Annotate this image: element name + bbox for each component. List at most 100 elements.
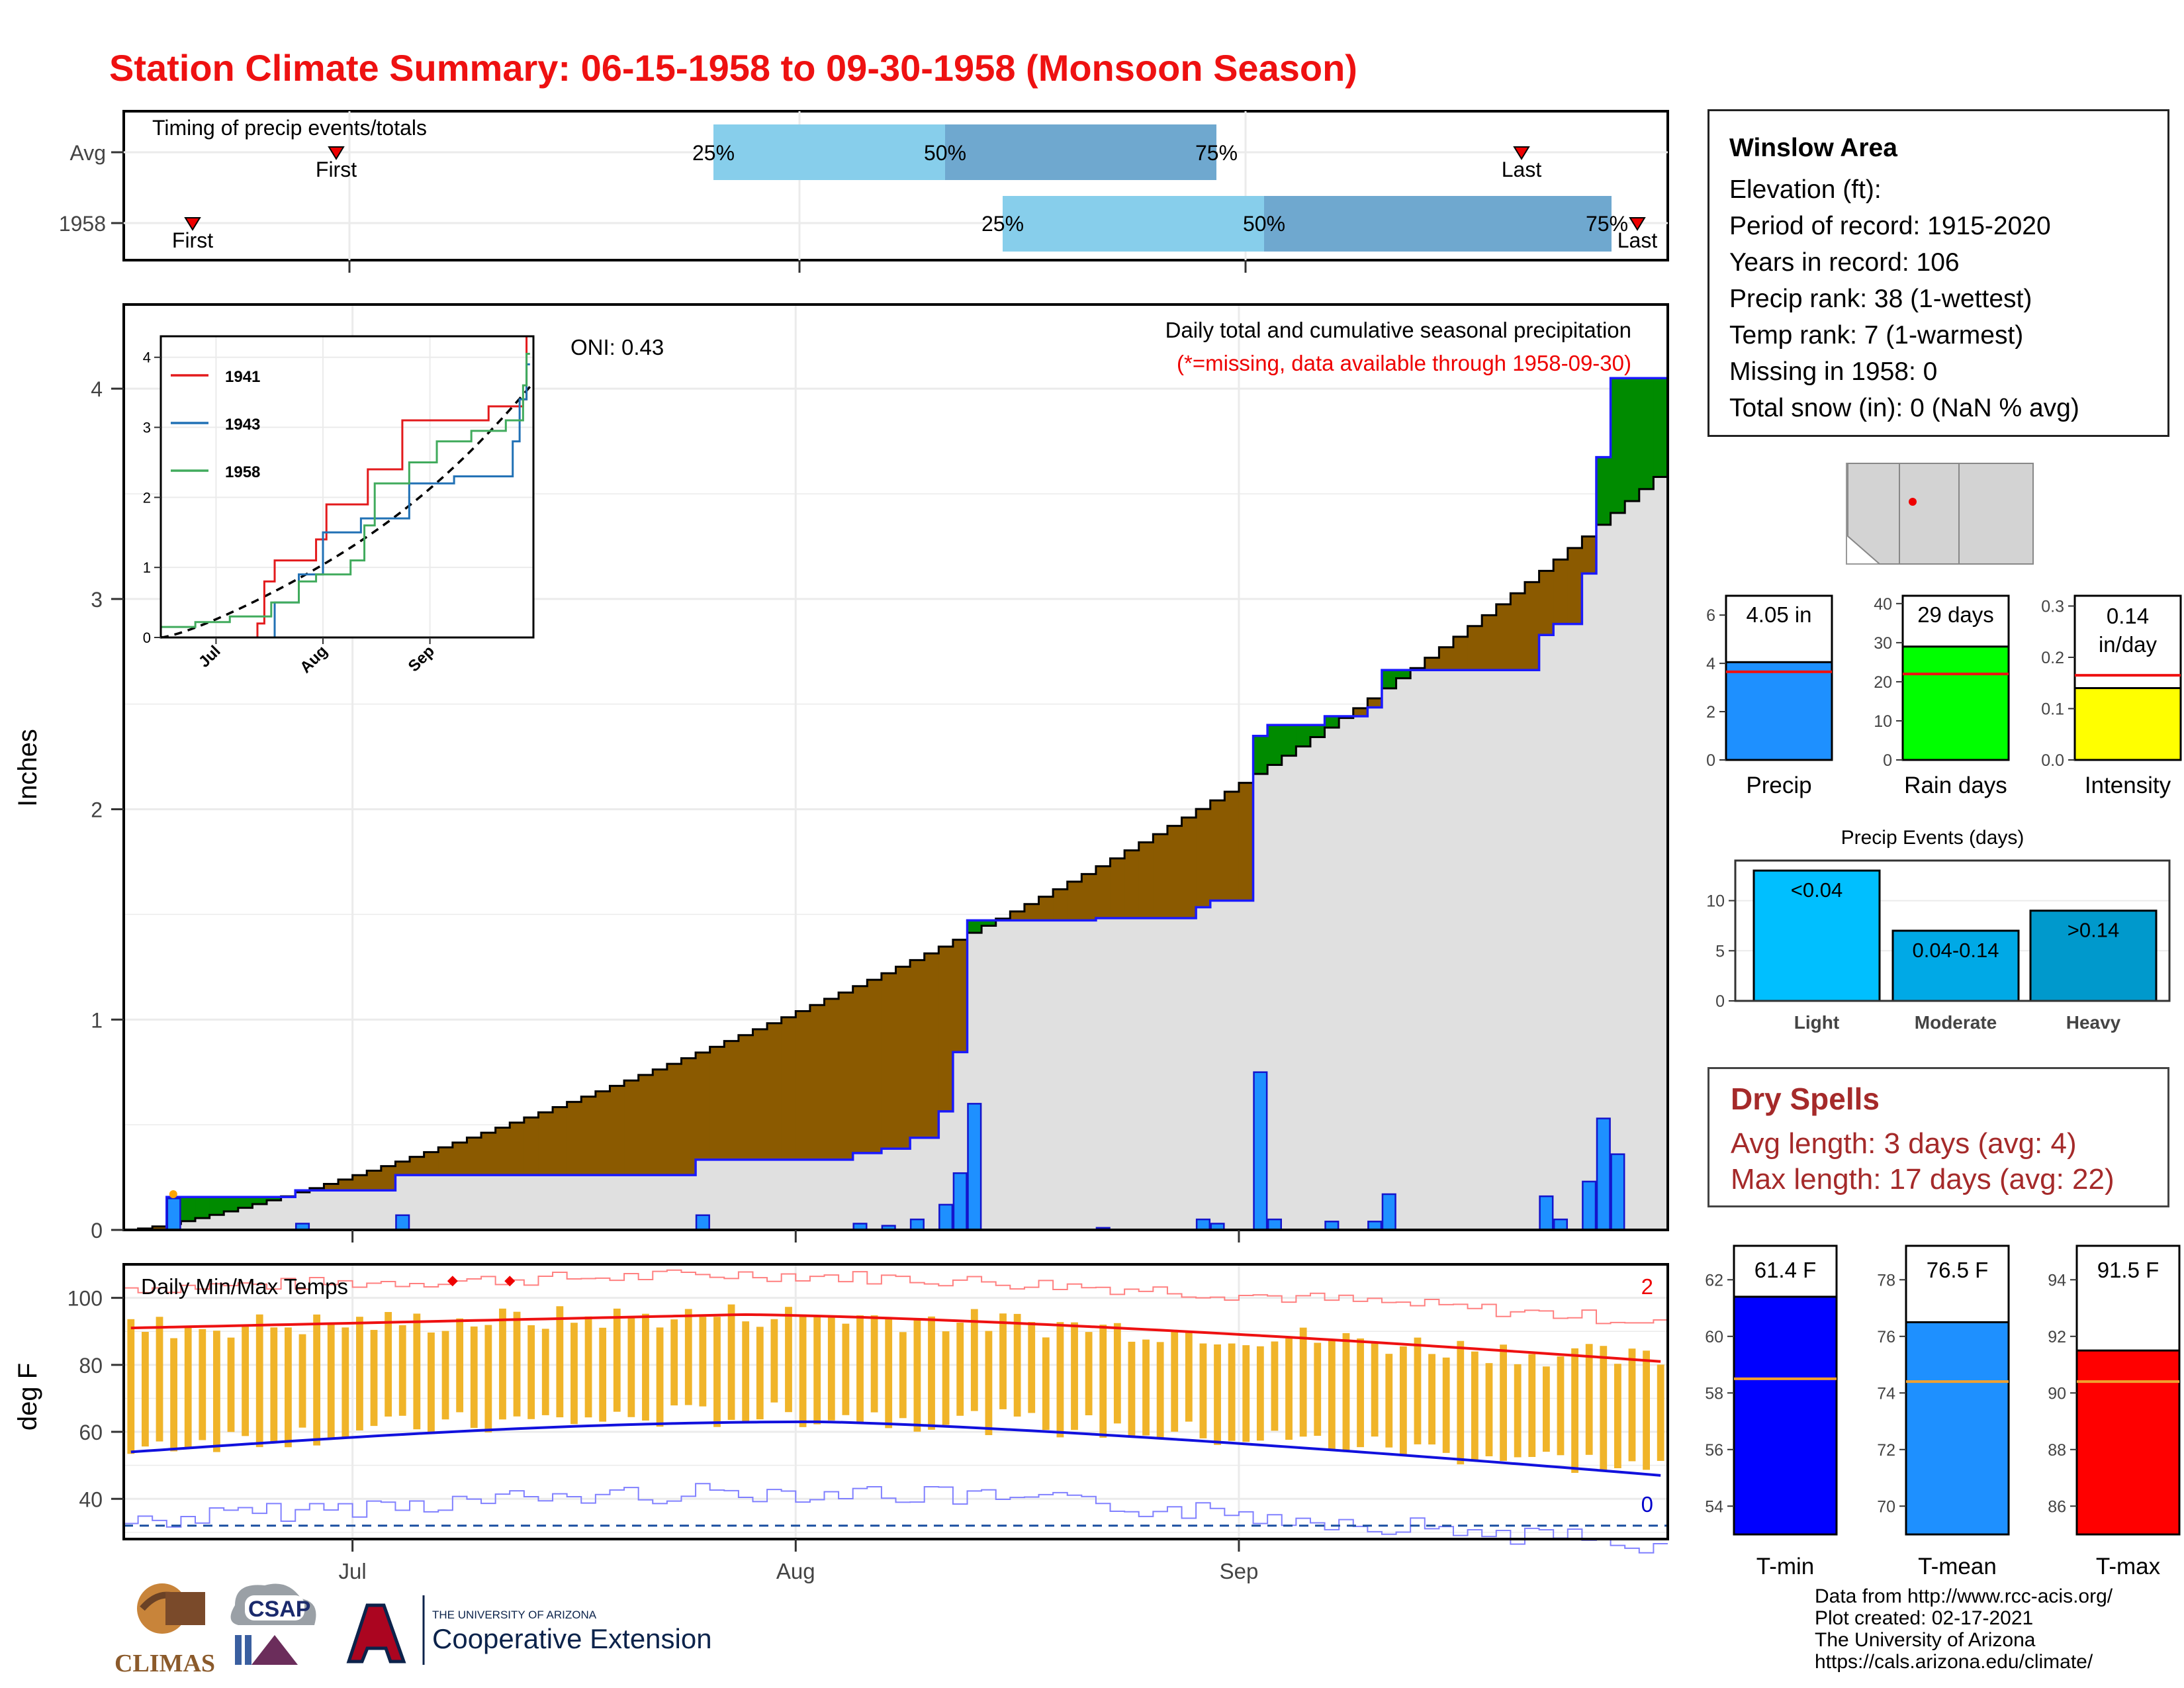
timing-row-avg: Avg — [69, 141, 106, 165]
daily-precip-bar — [1610, 1153, 1625, 1231]
daily-temp-bar — [742, 1321, 750, 1423]
summary-y-tick-label: 0 — [1706, 751, 1715, 770]
daily-temp-bar — [656, 1327, 664, 1427]
summary-value-label: 29 days — [1917, 602, 1994, 627]
record-high-line — [124, 1269, 1668, 1325]
daily-temp-bar — [1428, 1354, 1435, 1445]
deficit-area — [1067, 881, 1082, 921]
temp-summary-y-tick-label: 56 — [1705, 1441, 1723, 1460]
daily-precip-bar — [1381, 1193, 1396, 1231]
deficit-area — [1081, 874, 1097, 921]
temp-summary-name-label: T-max — [2096, 1554, 2161, 1579]
daily-temp-bar — [1085, 1332, 1093, 1416]
station-temp-rank: Temp rank: 7 (1-warmest) — [1729, 321, 2024, 350]
avg-last-marker — [1513, 146, 1530, 160]
daily-temp-bar — [1271, 1341, 1279, 1431]
arizona-shape — [1847, 463, 1900, 565]
daily-temp-bar — [970, 1309, 978, 1411]
daily-temp-bar — [1399, 1346, 1407, 1456]
daily-temp-bar — [298, 1334, 306, 1428]
daily-temp-bar — [856, 1315, 864, 1424]
summary-y-tick-label: 0.1 — [2041, 700, 2064, 719]
station-elevation: Elevation (ft): — [1729, 175, 1882, 204]
daily-temp-bar — [556, 1306, 564, 1418]
daily-precip-bar — [166, 1197, 181, 1231]
daily-temp-bar — [999, 1313, 1007, 1409]
temp-summary-y-tick-label: 86 — [2048, 1497, 2066, 1516]
1958-p25: 25% — [981, 212, 1024, 236]
deficit-area — [1496, 604, 1511, 671]
station-snow: Total snow (in): 0 (NaN % avg) — [1729, 394, 2079, 422]
deficit-area — [424, 1152, 439, 1176]
ua-small-text: THE UNIVERSITY OF ARIZONA — [432, 1609, 597, 1621]
station-dot — [1909, 498, 1917, 506]
deficit-area — [1482, 615, 1497, 671]
daily-temp-bar — [1028, 1322, 1036, 1413]
deficit-area — [523, 1117, 539, 1176]
x-tick-label: Jul — [339, 1559, 367, 1583]
x-tick-label: Aug — [776, 1559, 815, 1583]
daily-temp-bar — [1643, 1350, 1650, 1470]
daily-temp-bar — [885, 1318, 893, 1429]
deficit-area — [796, 1011, 811, 1160]
deficit-area — [152, 1226, 167, 1230]
daily-temp-bar — [513, 1311, 521, 1417]
csap-text: CSAP — [248, 1597, 310, 1622]
surplus-area — [209, 1197, 224, 1215]
deficit-area — [1153, 834, 1168, 919]
summary-name-label: Rain days — [1904, 773, 2007, 798]
surplus-area — [1324, 716, 1340, 728]
daily-temp-bar — [1156, 1342, 1164, 1438]
daily-temp-bar — [1571, 1348, 1578, 1474]
daily-temp-bar — [584, 1316, 592, 1418]
1958-first-label: First — [172, 228, 213, 252]
daily-temp-bar — [756, 1327, 764, 1420]
deficit-area — [1353, 708, 1368, 716]
event-bar — [2029, 910, 2158, 1002]
below-both-area — [124, 477, 1668, 1230]
avg-min-line — [130, 1420, 1661, 1477]
daily-temp-bar — [1328, 1340, 1336, 1450]
events-y-tick-label: 10 — [1706, 892, 1725, 911]
inset-y-tick-label: 1 — [143, 559, 151, 576]
summary-value-label: 4.05 in — [1746, 602, 1811, 627]
avg-p75: 75% — [1195, 141, 1238, 165]
daily-temp-bar — [1585, 1344, 1593, 1455]
surplus-area — [181, 1197, 196, 1221]
daily-temp-bar — [1142, 1339, 1150, 1436]
summary-y-tick-label: 0.0 — [2041, 751, 2064, 770]
avg-25-50-bar — [713, 124, 945, 180]
daily-temp-bar — [1128, 1341, 1136, 1437]
deficit-area — [696, 1053, 711, 1160]
deficit-area — [381, 1166, 396, 1191]
summary-bar — [2073, 687, 2182, 761]
y-tick-label: 2 — [91, 798, 103, 822]
deficit-area — [395, 1161, 410, 1176]
y-tick-label: 60 — [79, 1421, 103, 1444]
summary-y-tick-label: 20 — [1874, 673, 1892, 692]
daily-temp-bar — [1113, 1323, 1121, 1424]
event-bar-label: >0.14 — [2068, 919, 2119, 942]
temp-summary-y-tick-label: 88 — [2048, 1441, 2066, 1460]
deficit-area — [1038, 896, 1054, 921]
credit-line: Data from http://www.rcc-acis.org/ — [1815, 1585, 2113, 1607]
deficit-area — [1567, 547, 1582, 624]
temp-summary-y-tick-label: 94 — [2048, 1271, 2066, 1289]
daily-precip-bar — [1596, 1117, 1611, 1231]
daily-temp-bar — [484, 1325, 492, 1432]
inset-avg-line — [160, 386, 531, 639]
1958-first-marker — [184, 217, 201, 231]
temp-summary-y-tick-label: 62 — [1705, 1271, 1723, 1289]
daily-temp-bar — [1485, 1363, 1493, 1456]
deficit-area — [1210, 800, 1225, 901]
y-tick-label: 0 — [91, 1219, 103, 1243]
1958-last-marker — [1629, 217, 1646, 231]
daily-temp-bar — [870, 1315, 878, 1413]
daily-temp-bar — [170, 1338, 178, 1452]
deficit-area — [1453, 636, 1469, 671]
daily-precip-bar — [1195, 1218, 1210, 1231]
deficit-area — [367, 1170, 382, 1191]
avg-cumulative-line — [124, 476, 1668, 1231]
temp-summary-value-label: 91.5 F — [2097, 1258, 2160, 1282]
